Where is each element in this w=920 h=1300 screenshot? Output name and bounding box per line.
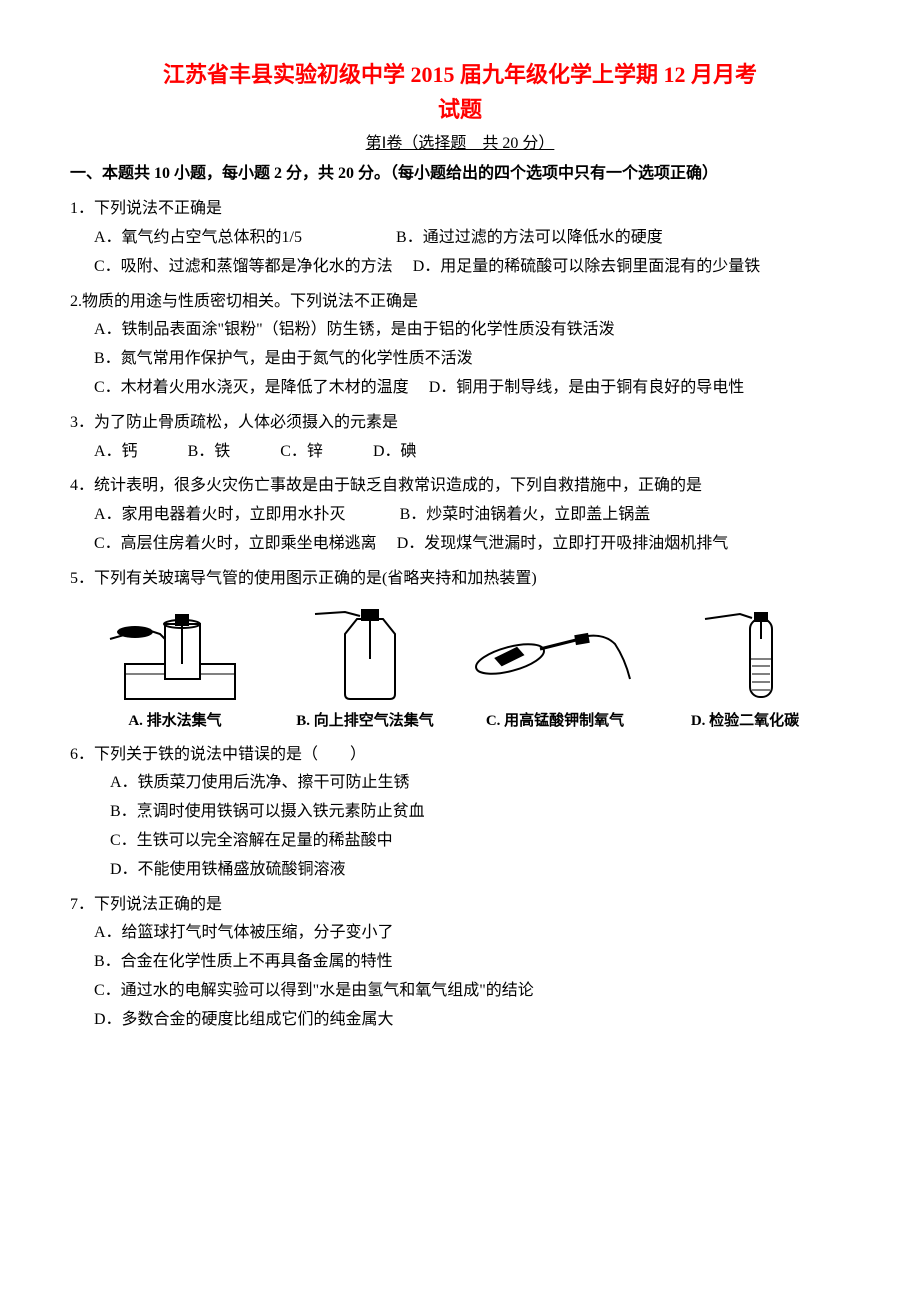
q4-opt-b: B．炒菜时油锅着火，立即盖上锅盖 [400,506,651,523]
q3-stem: 3．为了防止骨质疏松，人体必须摄入的元素是 [70,409,850,438]
q2-options-cd: C．木材着火用水浇灭，是降低了木材的温度 D．铜用于制导线，是由于铜有良好的导电… [70,374,850,403]
exam-title-line2: 试题 [70,95,850,126]
fig-b-label: B. 向上排空气法集气 [270,708,460,735]
kmno4-oxygen-icon [470,604,640,704]
drainage-collection-icon [105,604,245,704]
q4-stem: 4．统计表明，很多火灾伤亡事故是由于缺乏自救常识造成的，下列自救措施中，正确的是 [70,472,850,501]
q3-opt-d: D．碘 [373,438,417,467]
q3-opt-b: B．铁 [188,438,231,467]
exam-title-line1: 江苏省丰县实验初级中学 2015 届九年级化学上学期 12 月月考 [70,60,850,91]
q1-opt-b: B．通过过滤的方法可以降低水的硬度 [396,229,663,246]
q7-opt-b: B．合金在化学性质上不再具备金属的特性 [70,948,850,977]
upward-air-collection-icon [305,604,425,704]
q5-figures: A. 排水法集气 B. 向上排空气法集气 C. 用高锰酸钾制氧气 [70,604,850,735]
q6-opt-a: A．铁质菜刀使用后洗净、擦干可防止生锈 [70,769,850,798]
q1-stem: 1．下列说法不正确是 [70,195,850,224]
q3-opt-a: A．钙 [94,438,138,467]
fig-d-label: D. 检验二氧化碳 [650,708,840,735]
q6-stem: 6．下列关于铁的说法中错误的是（ ） [70,741,850,770]
q1-opt-d: D．用足量的稀硫酸可以除去铜里面混有的少量铁 [413,258,761,275]
fig-a: A. 排水法集气 [80,604,270,735]
q3-opt-c: C．锌 [280,438,323,467]
part-subtitle: 第Ⅰ卷（选择题 共 20 分） [70,130,850,159]
q1-options: A．氧气约占空气总体积的1/5 B．通过过滤的方法可以降低水的硬度 [70,224,850,253]
q1-opt-c: C．吸附、过滤和蒸馏等都是净化水的方法 [94,258,393,275]
question-7: 7．下列说法正确的是 A．给篮球打气时气体被压缩，分子变小了 B．合金在化学性质… [70,891,850,1035]
q1-options-2: C．吸附、过滤和蒸馏等都是净化水的方法 D．用足量的稀硫酸可以除去铜里面混有的少… [70,253,850,282]
q3-options: A．钙 B．铁 C．锌 D．碘 [70,438,850,467]
q2-opt-b: B．氮气常用作保护气，是由于氮气的化学性质不活泼 [70,345,850,374]
q2-opt-d: D．铜用于制导线，是由于铜有良好的导电性 [429,379,745,396]
section-heading: 一、本题共 10 小题，每小题 2 分，共 20 分。（每小题给出的四个选项中只… [70,160,850,189]
fig-c: C. 用高锰酸钾制氧气 [460,604,650,735]
question-4: 4．统计表明，很多火灾伤亡事故是由于缺乏自救常识造成的，下列自救措施中，正确的是… [70,472,850,558]
fig-c-label: C. 用高锰酸钾制氧气 [460,708,650,735]
q2-stem: 2.物质的用途与性质密切相关。下列说法不正确是 [70,288,850,317]
q6-opt-c: C．生铁可以完全溶解在足量的稀盐酸中 [70,827,850,856]
co2-test-icon [690,604,800,704]
q4-options-cd: C．高层住房着火时，立即乘坐电梯逃离 D．发现煤气泄漏时，立即打开吸排油烟机排气 [70,530,850,559]
q4-opt-d: D．发现煤气泄漏时，立即打开吸排油烟机排气 [397,535,729,552]
q7-opt-a: A．给篮球打气时气体被压缩，分子变小了 [70,919,850,948]
q4-options-ab: A．家用电器着火时，立即用水扑灭 B．炒菜时油锅着火，立即盖上锅盖 [70,501,850,530]
fig-b: B. 向上排空气法集气 [270,604,460,735]
question-5: 5．下列有关玻璃导气管的使用图示正确的是(省略夹持和加热装置) A. 排水法集气 [70,565,850,735]
question-6: 6．下列关于铁的说法中错误的是（ ） A．铁质菜刀使用后洗净、擦干可防止生锈 B… [70,741,850,885]
q6-opt-d: D．不能使用铁桶盛放硫酸铜溶液 [70,856,850,885]
q4-opt-c: C．高层住房着火时，立即乘坐电梯逃离 [94,535,377,552]
fig-d: D. 检验二氧化碳 [650,604,840,735]
question-2: 2.物质的用途与性质密切相关。下列说法不正确是 A．铁制品表面涂"银粉"（铝粉）… [70,288,850,403]
q5-stem: 5．下列有关玻璃导气管的使用图示正确的是(省略夹持和加热装置) [70,565,850,594]
question-1: 1．下列说法不正确是 A．氧气约占空气总体积的1/5 B．通过过滤的方法可以降低… [70,195,850,281]
q4-opt-a: A．家用电器着火时，立即用水扑灭 [94,506,346,523]
q7-stem: 7．下列说法正确的是 [70,891,850,920]
q7-opt-d: D．多数合金的硬度比组成它们的纯金属大 [70,1006,850,1035]
q2-opt-a: A．铁制品表面涂"银粉"（铝粉）防生锈，是由于铝的化学性质没有铁活泼 [70,316,850,345]
q6-opt-b: B．烹调时使用铁锅可以摄入铁元素防止贫血 [70,798,850,827]
q7-opt-c: C．通过水的电解实验可以得到"水是由氢气和氧气组成"的结论 [70,977,850,1006]
q1-opt-a: A．氧气约占空气总体积的1/5 [94,229,302,246]
question-3: 3．为了防止骨质疏松，人体必须摄入的元素是 A．钙 B．铁 C．锌 D．碘 [70,409,850,467]
fig-a-label: A. 排水法集气 [80,708,270,735]
q2-opt-c: C．木材着火用水浇灭，是降低了木材的温度 [94,379,409,396]
